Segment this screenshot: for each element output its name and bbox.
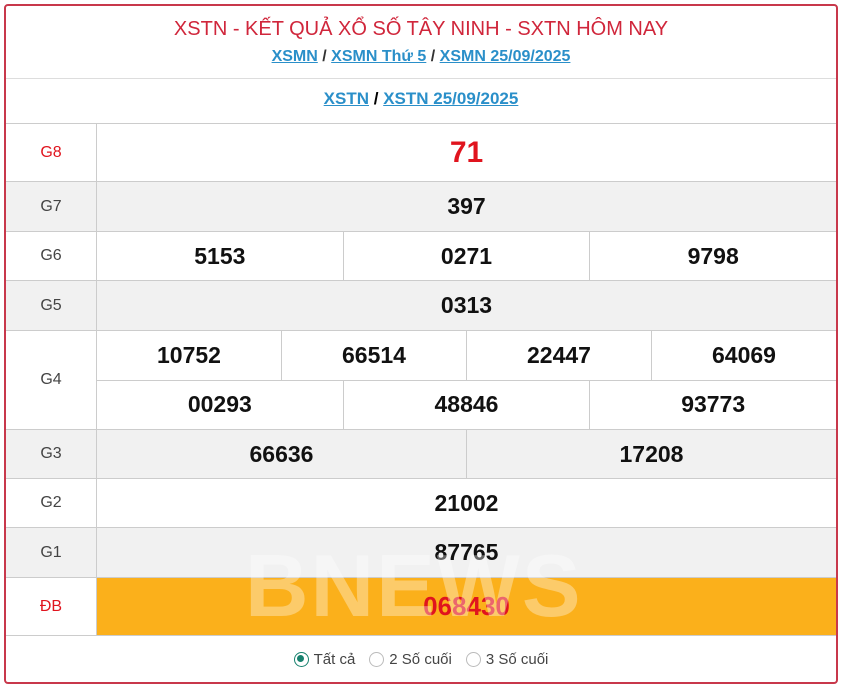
prize-number: 64069 [651,331,836,380]
link-xstn[interactable]: XSTN [323,89,369,108]
row-g8: G8 71 [6,124,836,182]
header: XSTN - KẾT QUẢ XỔ SỐ TÂY NINH - SXTN HÔM… [6,6,836,79]
digit-filter: Tất cả 2 Số cuối 3 Số cuối [6,636,836,682]
prize-number: 10752 [157,341,221,368]
results-panel: XSTN - KẾT QUẢ XỔ SỐ TÂY NINH - SXTN HÔM… [4,4,838,684]
prize-number: 71 [449,135,484,169]
prize-number: 66636 [249,440,314,467]
filter-last-3[interactable]: 3 Số cuối [465,651,548,668]
prize-number: 22447 [466,331,651,380]
prize-number: 0313 [440,292,493,318]
prize-label: G5 [6,281,97,330]
prize-number: 87765 [434,539,499,565]
row-g1: G1 87765 [6,528,836,578]
row-special: ĐB 068430 [6,578,836,636]
link-xsmn-date[interactable]: XSMN 25/09/2025 [439,48,571,65]
prize-number: 00293 [187,391,252,418]
prize-number: 5153 [194,242,246,269]
prize-label: G3 [6,430,97,478]
prize-number: 21002 [434,489,499,516]
special-prize-number: 068430 [423,591,510,621]
prize-number: 93773 [589,380,836,429]
radio-checked-icon[interactable] [293,651,309,667]
row-g7: G7 397 [6,182,836,232]
row-g3: G3 66636 17208 [6,430,836,479]
prize-number: 9798 [589,232,836,280]
row-g5: G5 0313 [6,281,836,331]
prize-label: G7 [6,182,97,231]
prize-label: G1 [6,528,97,577]
prize-label: G4 [6,331,97,429]
row-g4: G4 10752 66514 22447 64069 00293 48846 9… [6,331,836,430]
radio-icon[interactable] [465,651,481,667]
filter-all[interactable]: Tất cả [293,651,355,668]
link-xsmn[interactable]: XSMN [271,48,318,65]
prize-label: G8 [6,124,97,181]
prize-number: 17208 [466,430,836,478]
row-g2: G2 21002 [6,479,836,528]
sub-breadcrumb: XSTN / XSTN 25/09/2025 [6,79,836,124]
link-xstn-date[interactable]: XSTN 25/09/2025 [383,89,519,108]
prize-number: 397 [447,193,486,219]
prize-number: 66514 [281,331,466,380]
prize-label: G2 [6,479,97,527]
link-xsmn-thu5[interactable]: XSMN Thứ 5 [331,48,427,65]
prize-number: 48846 [342,380,590,429]
prize-label: ĐB [6,578,97,635]
prize-label: G6 [6,232,97,280]
row-g6: G6 5153 0271 9798 [6,232,836,281]
radio-icon[interactable] [369,651,385,667]
prize-number: 0271 [342,232,590,280]
page-title: XSTN - KẾT QUẢ XỔ SỐ TÂY NINH - SXTN HÔM… [173,18,669,40]
filter-last-2[interactable]: 2 Số cuối [369,651,452,668]
breadcrumb: XSMN / XSMN Thứ 5 / XSMN 25/09/2025 [271,48,571,65]
